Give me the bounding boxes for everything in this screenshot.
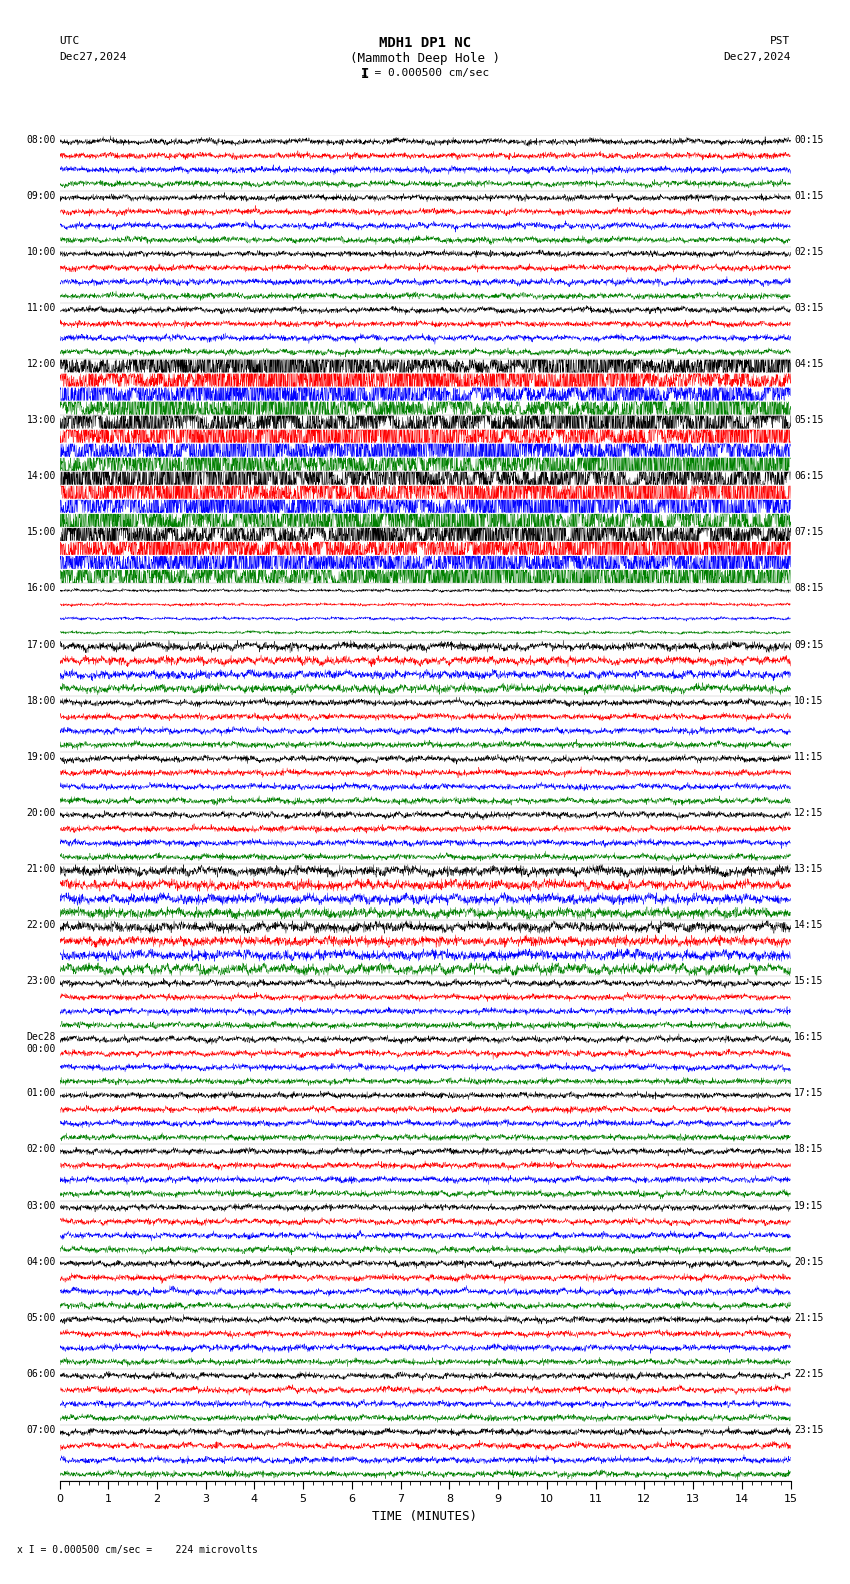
Text: I = 0.000500 cm/sec: I = 0.000500 cm/sec xyxy=(361,68,489,78)
Text: 13:15: 13:15 xyxy=(794,863,824,874)
Text: PST: PST xyxy=(770,36,790,46)
Text: 09:00: 09:00 xyxy=(26,190,56,201)
Text: Dec28
00:00: Dec28 00:00 xyxy=(26,1033,56,1053)
Text: 07:15: 07:15 xyxy=(794,527,824,537)
Text: 02:00: 02:00 xyxy=(26,1144,56,1155)
Text: 03:15: 03:15 xyxy=(794,303,824,314)
Text: 08:15: 08:15 xyxy=(794,583,824,594)
Text: 06:00: 06:00 xyxy=(26,1369,56,1378)
Text: 22:00: 22:00 xyxy=(26,920,56,930)
Text: 23:00: 23:00 xyxy=(26,976,56,987)
Text: 09:15: 09:15 xyxy=(794,640,824,649)
Text: 15:15: 15:15 xyxy=(794,976,824,987)
Text: 10:00: 10:00 xyxy=(26,247,56,257)
Text: 05:15: 05:15 xyxy=(794,415,824,425)
Text: 14:15: 14:15 xyxy=(794,920,824,930)
Text: 14:00: 14:00 xyxy=(26,472,56,482)
Text: 03:00: 03:00 xyxy=(26,1201,56,1210)
Text: 05:00: 05:00 xyxy=(26,1313,56,1323)
Text: 19:15: 19:15 xyxy=(794,1201,824,1210)
Text: Dec27,2024: Dec27,2024 xyxy=(723,52,791,62)
Text: 12:00: 12:00 xyxy=(26,360,56,369)
Text: I: I xyxy=(361,67,370,81)
Text: (Mammoth Deep Hole ): (Mammoth Deep Hole ) xyxy=(350,52,500,65)
Text: 11:00: 11:00 xyxy=(26,303,56,314)
Text: 16:00: 16:00 xyxy=(26,583,56,594)
Text: 18:00: 18:00 xyxy=(26,695,56,705)
Text: 13:00: 13:00 xyxy=(26,415,56,425)
Text: 15:00: 15:00 xyxy=(26,527,56,537)
Text: 21:15: 21:15 xyxy=(794,1313,824,1323)
Text: 04:00: 04:00 xyxy=(26,1256,56,1267)
Text: 20:00: 20:00 xyxy=(26,808,56,817)
Text: 00:15: 00:15 xyxy=(794,135,824,144)
Text: 20:15: 20:15 xyxy=(794,1256,824,1267)
Text: 23:15: 23:15 xyxy=(794,1426,824,1435)
Text: Dec27,2024: Dec27,2024 xyxy=(60,52,127,62)
Text: 10:15: 10:15 xyxy=(794,695,824,705)
Text: 16:15: 16:15 xyxy=(794,1033,824,1042)
Text: 12:15: 12:15 xyxy=(794,808,824,817)
Text: 21:00: 21:00 xyxy=(26,863,56,874)
Text: 06:15: 06:15 xyxy=(794,472,824,482)
Text: 01:00: 01:00 xyxy=(26,1088,56,1098)
Text: 17:00: 17:00 xyxy=(26,640,56,649)
Text: UTC: UTC xyxy=(60,36,80,46)
Text: 19:00: 19:00 xyxy=(26,752,56,762)
Text: 22:15: 22:15 xyxy=(794,1369,824,1378)
Text: 01:15: 01:15 xyxy=(794,190,824,201)
Text: MDH1 DP1 NC: MDH1 DP1 NC xyxy=(379,36,471,51)
Text: 04:15: 04:15 xyxy=(794,360,824,369)
Text: 11:15: 11:15 xyxy=(794,752,824,762)
Text: x I = 0.000500 cm/sec =    224 microvolts: x I = 0.000500 cm/sec = 224 microvolts xyxy=(17,1546,258,1555)
Text: 08:00: 08:00 xyxy=(26,135,56,144)
Text: 18:15: 18:15 xyxy=(794,1144,824,1155)
X-axis label: TIME (MINUTES): TIME (MINUTES) xyxy=(372,1510,478,1522)
Text: 17:15: 17:15 xyxy=(794,1088,824,1098)
Text: 02:15: 02:15 xyxy=(794,247,824,257)
Text: 07:00: 07:00 xyxy=(26,1426,56,1435)
